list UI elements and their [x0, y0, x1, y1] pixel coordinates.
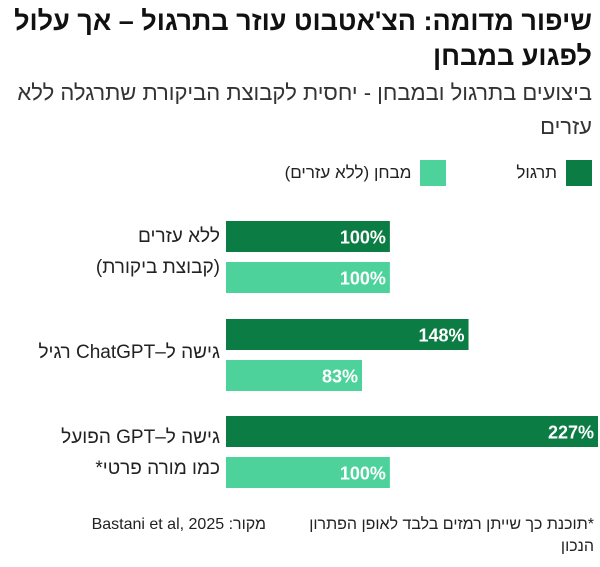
- bar-value-label: 100%: [340, 464, 386, 484]
- category-label-line: (קבוצת ביקורת): [95, 257, 220, 278]
- footnote: *תוכנת כך שייתן רמזים בלבד לאופן הפתרון …: [309, 516, 594, 555]
- category-label-line: גישה ל–ChatGPT רגיל: [38, 342, 220, 363]
- category-label-line: כמו מורה פרטי*: [95, 458, 220, 479]
- bar-exam-0: [226, 262, 390, 293]
- legend-swatch-practice: [566, 160, 592, 186]
- category-label-control: ללא עזרים (קבוצת ביקורת): [0, 221, 220, 283]
- legend-label-practice: תרגול: [516, 163, 557, 182]
- legend-item-practice: תרגול: [516, 160, 592, 186]
- bar-practice-1: [226, 319, 469, 350]
- bar-value-label: 100%: [340, 269, 386, 289]
- source-note: מקור: Bastani et al, 2025: [91, 516, 266, 533]
- bar-value-label: 227%: [548, 423, 594, 443]
- bar-practice-2: [226, 416, 598, 447]
- bar-value-label: 83%: [322, 367, 358, 387]
- bar-practice-0: [226, 221, 390, 252]
- chart-title: שיפור מדומה: הצ'אטבוט עוזר בתרגול – אך ע…: [14, 6, 592, 71]
- bar-exam-2: [226, 457, 390, 488]
- category-label-line: ללא עזרים: [138, 226, 220, 247]
- category-label-chatgpt: גישה ל–ChatGPT רגיל: [0, 337, 220, 368]
- bar-value-label: 100%: [340, 228, 386, 248]
- legend-label-exam: מבחן (ללא עזרים): [284, 163, 412, 182]
- bar-value-label: 148%: [418, 326, 464, 346]
- chart-subtitle: ביצועים בתרגול ובמבחן - יחסית לקבוצת הבי…: [17, 80, 592, 139]
- category-label-line: גישה ל–GPT הפועל: [61, 427, 220, 448]
- category-label-gpt-tutor: גישה ל–GPT הפועל כמו מורה פרטי*: [0, 422, 220, 484]
- legend-item-exam: מבחן (ללא עזרים): [285, 160, 447, 186]
- legend-swatch-exam: [420, 160, 447, 186]
- legend: תרגול מבחן (ללא עזרים): [285, 160, 592, 186]
- bar-exam-1: [226, 360, 363, 391]
